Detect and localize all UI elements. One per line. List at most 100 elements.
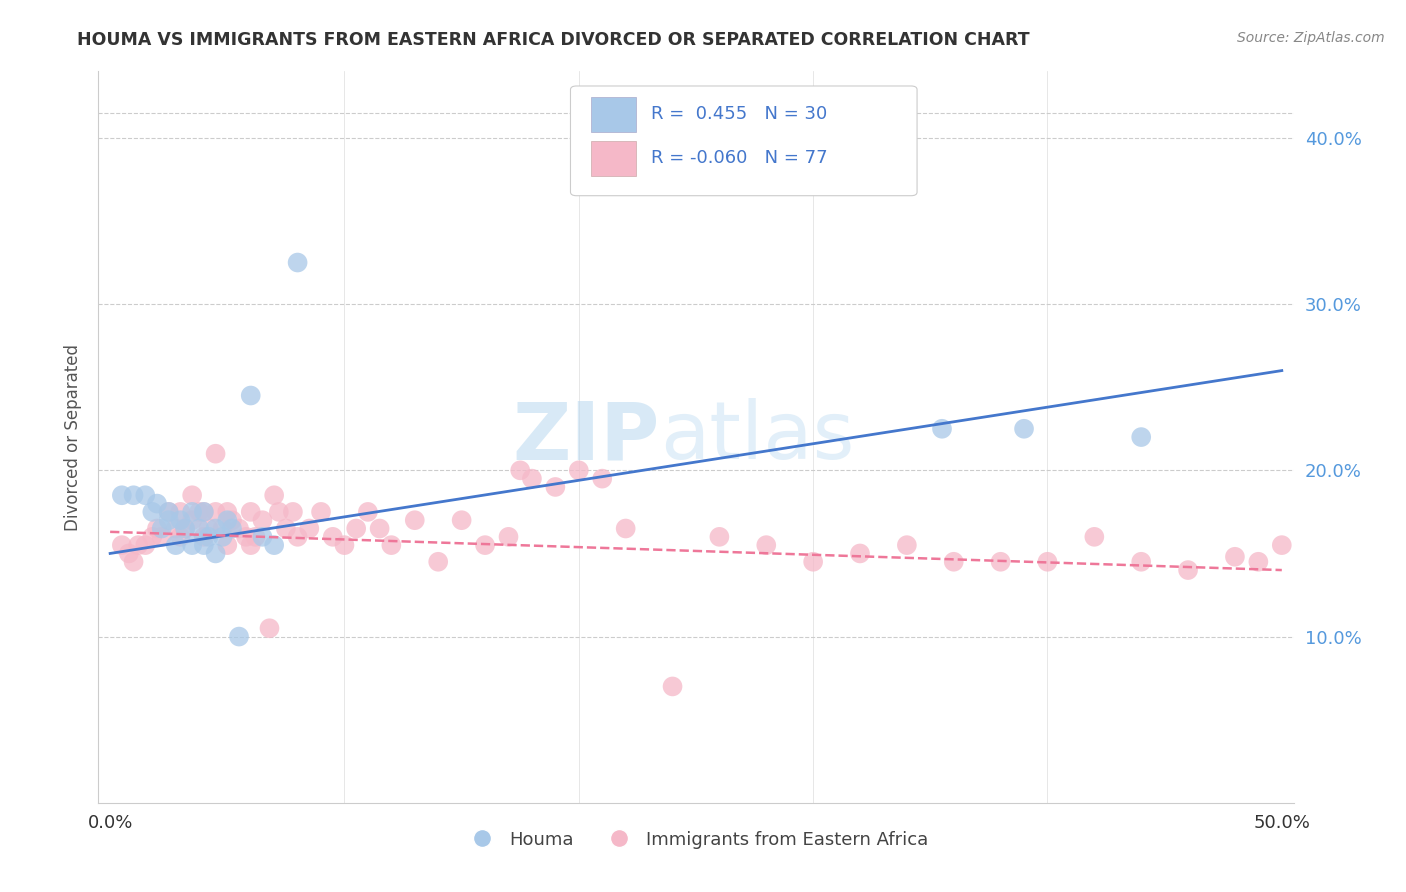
Point bbox=[239, 505, 262, 519]
Point bbox=[1177, 563, 1199, 577]
Point bbox=[204, 546, 226, 560]
Point bbox=[150, 521, 173, 535]
Point bbox=[221, 513, 243, 527]
Point bbox=[1294, 555, 1316, 569]
Point bbox=[204, 505, 226, 519]
Point bbox=[169, 505, 191, 519]
Point bbox=[755, 538, 778, 552]
Point bbox=[245, 530, 267, 544]
Point bbox=[197, 521, 219, 535]
Point bbox=[1083, 530, 1105, 544]
Point bbox=[204, 521, 226, 535]
Point bbox=[221, 521, 243, 535]
Point bbox=[228, 630, 250, 644]
Point bbox=[181, 505, 204, 519]
Point bbox=[1341, 663, 1364, 677]
Point bbox=[127, 538, 149, 552]
Point bbox=[520, 472, 543, 486]
Point bbox=[204, 447, 226, 461]
Point bbox=[298, 521, 321, 535]
Point bbox=[404, 513, 426, 527]
Point bbox=[211, 521, 233, 535]
Point bbox=[252, 530, 274, 544]
Point bbox=[287, 255, 309, 269]
Point bbox=[239, 538, 262, 552]
Point bbox=[281, 505, 304, 519]
Point bbox=[141, 505, 163, 519]
Point bbox=[309, 505, 332, 519]
Point bbox=[174, 521, 197, 535]
Point bbox=[150, 530, 173, 544]
Point bbox=[450, 513, 472, 527]
Text: R = -0.060   N = 77: R = -0.060 N = 77 bbox=[651, 149, 827, 168]
Point bbox=[263, 538, 285, 552]
Point bbox=[146, 521, 169, 535]
Point bbox=[157, 513, 180, 527]
Point bbox=[849, 546, 872, 560]
Point bbox=[1247, 555, 1270, 569]
Point bbox=[188, 521, 211, 535]
Point bbox=[169, 513, 191, 527]
Point bbox=[211, 530, 233, 544]
Text: HOUMA VS IMMIGRANTS FROM EASTERN AFRICA DIVORCED OR SEPARATED CORRELATION CHART: HOUMA VS IMMIGRANTS FROM EASTERN AFRICA … bbox=[77, 31, 1031, 49]
Point bbox=[1130, 430, 1153, 444]
Point bbox=[614, 521, 637, 535]
Point bbox=[322, 530, 344, 544]
Point bbox=[165, 521, 187, 535]
FancyBboxPatch shape bbox=[591, 97, 637, 132]
Point bbox=[118, 546, 141, 560]
Point bbox=[287, 530, 309, 544]
Point bbox=[498, 530, 520, 544]
Point bbox=[193, 505, 215, 519]
Point bbox=[380, 538, 402, 552]
Point bbox=[1130, 555, 1153, 569]
Point bbox=[1388, 688, 1406, 702]
Point bbox=[111, 488, 134, 502]
Text: atlas: atlas bbox=[661, 398, 855, 476]
Point bbox=[990, 555, 1012, 569]
Point bbox=[368, 521, 391, 535]
Point bbox=[333, 538, 356, 552]
Point bbox=[357, 505, 380, 519]
Point bbox=[239, 388, 262, 402]
Point bbox=[252, 513, 274, 527]
Point bbox=[181, 513, 204, 527]
Point bbox=[1223, 549, 1246, 564]
Point bbox=[188, 505, 211, 519]
Point bbox=[217, 505, 239, 519]
Point bbox=[942, 555, 965, 569]
Point bbox=[181, 488, 204, 502]
Point bbox=[1271, 538, 1294, 552]
Point bbox=[111, 538, 134, 552]
Point bbox=[267, 505, 290, 519]
Point bbox=[544, 480, 567, 494]
Point bbox=[146, 497, 169, 511]
Point bbox=[591, 472, 613, 486]
Point bbox=[509, 463, 531, 477]
Point bbox=[344, 521, 367, 535]
Point bbox=[197, 530, 219, 544]
Point bbox=[228, 521, 250, 535]
Point bbox=[931, 422, 953, 436]
Point bbox=[1012, 422, 1035, 436]
Point bbox=[801, 555, 824, 569]
FancyBboxPatch shape bbox=[571, 86, 917, 195]
Point bbox=[141, 530, 163, 544]
Legend: Houma, Immigrants from Eastern Africa: Houma, Immigrants from Eastern Africa bbox=[457, 823, 935, 856]
Point bbox=[568, 463, 591, 477]
Point bbox=[157, 505, 180, 519]
Point bbox=[157, 505, 180, 519]
Point bbox=[474, 538, 496, 552]
Point bbox=[1364, 674, 1386, 689]
Point bbox=[217, 513, 239, 527]
Point bbox=[661, 680, 683, 694]
Point bbox=[235, 530, 257, 544]
Point bbox=[169, 530, 191, 544]
Point bbox=[122, 488, 145, 502]
Point bbox=[181, 538, 204, 552]
Point bbox=[193, 530, 215, 544]
Point bbox=[217, 538, 239, 552]
Point bbox=[263, 488, 285, 502]
Point bbox=[122, 555, 145, 569]
Point bbox=[1036, 555, 1059, 569]
